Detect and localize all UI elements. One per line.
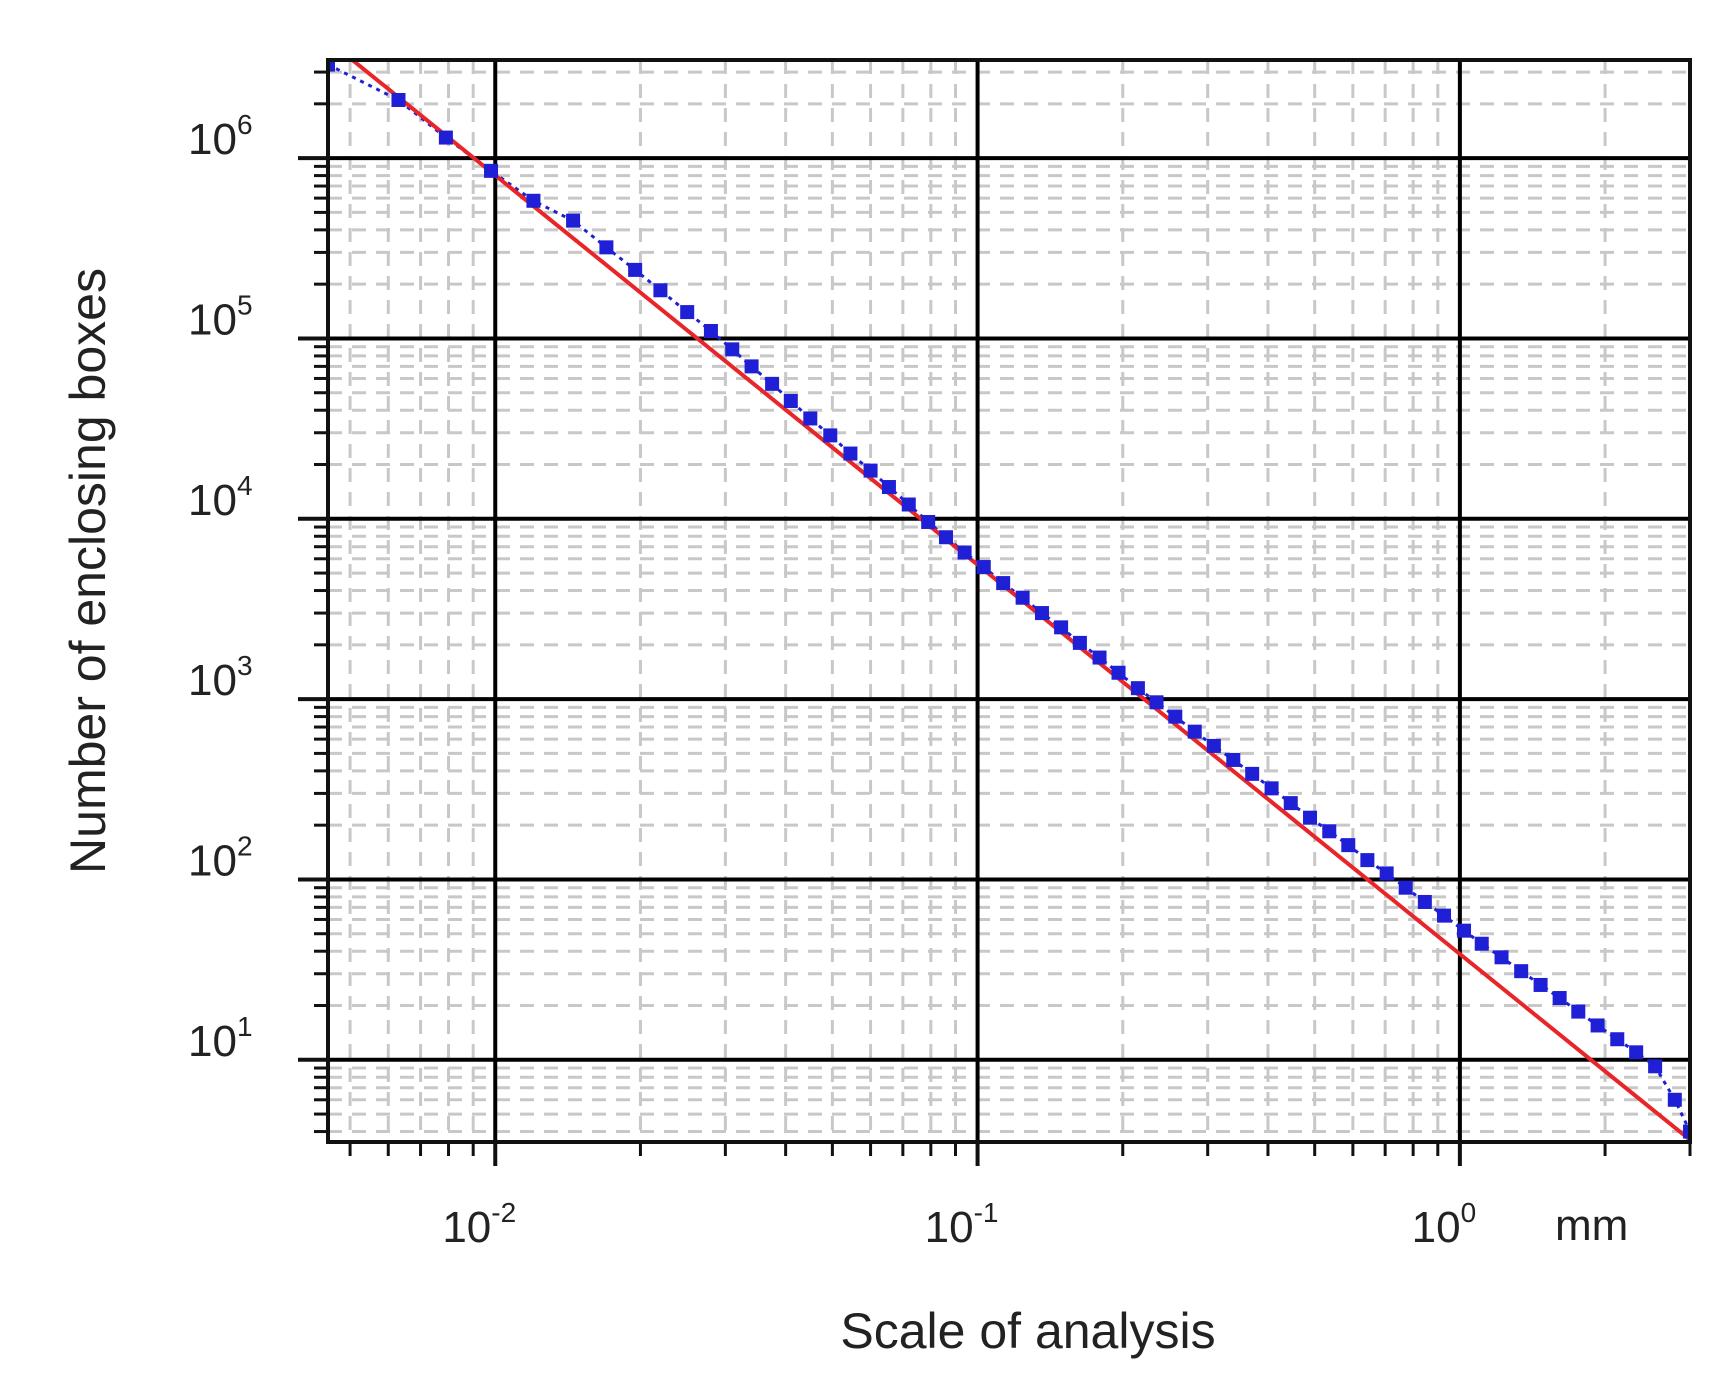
x-tick-label: 10-2 xyxy=(442,1197,516,1252)
data-point xyxy=(1341,838,1356,853)
data-point xyxy=(1379,866,1394,881)
data-point xyxy=(1683,1124,1690,1139)
data-point xyxy=(901,497,916,512)
data-point xyxy=(1610,1032,1625,1047)
data-point xyxy=(938,530,953,545)
data-point xyxy=(1015,590,1030,605)
data-point xyxy=(1667,1092,1682,1107)
data-point xyxy=(957,545,972,560)
data-point xyxy=(803,411,818,426)
plot-area xyxy=(328,60,1690,1142)
data-point xyxy=(1130,681,1145,696)
data-point xyxy=(1398,880,1413,895)
data-point xyxy=(1092,650,1107,665)
data-points xyxy=(328,60,1690,1139)
major-grid xyxy=(328,60,1690,1142)
data-point xyxy=(438,130,453,145)
y-tick-label: 104 xyxy=(188,470,253,525)
data-point xyxy=(1571,1004,1586,1019)
data-point xyxy=(783,393,798,408)
data-point xyxy=(1149,695,1164,710)
data-point xyxy=(680,305,695,320)
data-point xyxy=(628,262,643,277)
y-tick-label: 103 xyxy=(188,650,253,705)
data-point xyxy=(881,480,896,495)
data-point xyxy=(1437,908,1452,923)
data-point xyxy=(1590,1018,1605,1033)
data-point xyxy=(976,560,991,575)
x-tick-labels: 10-2 10-1 100 xyxy=(442,1197,1476,1252)
data-point xyxy=(1417,894,1432,909)
data-point xyxy=(725,342,740,357)
x-axis-title: Scale of analysis xyxy=(840,1303,1215,1359)
data-point xyxy=(566,213,581,228)
data-point xyxy=(863,463,878,478)
data-point xyxy=(653,283,668,298)
y-tick-label: 105 xyxy=(188,289,253,344)
data-point xyxy=(1034,606,1049,621)
x-unit-label: mm xyxy=(1555,1201,1628,1250)
data-point xyxy=(1187,724,1202,739)
data-point xyxy=(328,60,335,72)
data-point xyxy=(1457,923,1472,938)
data-point xyxy=(1474,936,1489,951)
data-point xyxy=(526,193,541,208)
data-point xyxy=(843,446,858,461)
data-point xyxy=(1322,824,1337,839)
data-point xyxy=(1494,950,1509,965)
data-point xyxy=(1533,977,1548,992)
x-tick-label: 100 xyxy=(1412,1197,1477,1252)
data-point xyxy=(599,240,614,255)
data-point xyxy=(996,576,1011,591)
y-tick-label: 106 xyxy=(188,109,253,164)
data-point xyxy=(1514,964,1529,979)
data-point xyxy=(823,428,838,443)
data-point xyxy=(1303,810,1318,825)
data-point xyxy=(484,163,499,178)
data-point xyxy=(1245,766,1260,781)
plot-frame xyxy=(326,58,1692,1144)
data-point xyxy=(391,93,406,108)
data-point xyxy=(1648,1059,1663,1074)
y-tick-labels: 101 102 103 104 105 106 xyxy=(188,109,253,1066)
data-point xyxy=(1283,796,1298,811)
data-point xyxy=(1072,635,1087,650)
data-point xyxy=(1168,709,1183,724)
data-point xyxy=(765,376,780,391)
data-point xyxy=(1360,853,1375,868)
y-tick-label: 102 xyxy=(188,830,253,885)
y-tick-label: 101 xyxy=(188,1011,253,1066)
data-point xyxy=(921,514,936,529)
data-point xyxy=(1206,738,1221,753)
data-point xyxy=(703,323,718,338)
data-point xyxy=(744,359,759,374)
y-axis-title: Number of enclosing boxes xyxy=(60,268,116,874)
data-point xyxy=(1264,781,1279,796)
data-point xyxy=(1226,752,1241,767)
x-tick-label: 10-1 xyxy=(925,1197,999,1252)
data-point xyxy=(1111,665,1126,680)
data-point xyxy=(1054,620,1069,635)
axis-ticks xyxy=(298,70,1692,1166)
data-point xyxy=(1552,991,1567,1006)
data-point xyxy=(1629,1045,1644,1060)
